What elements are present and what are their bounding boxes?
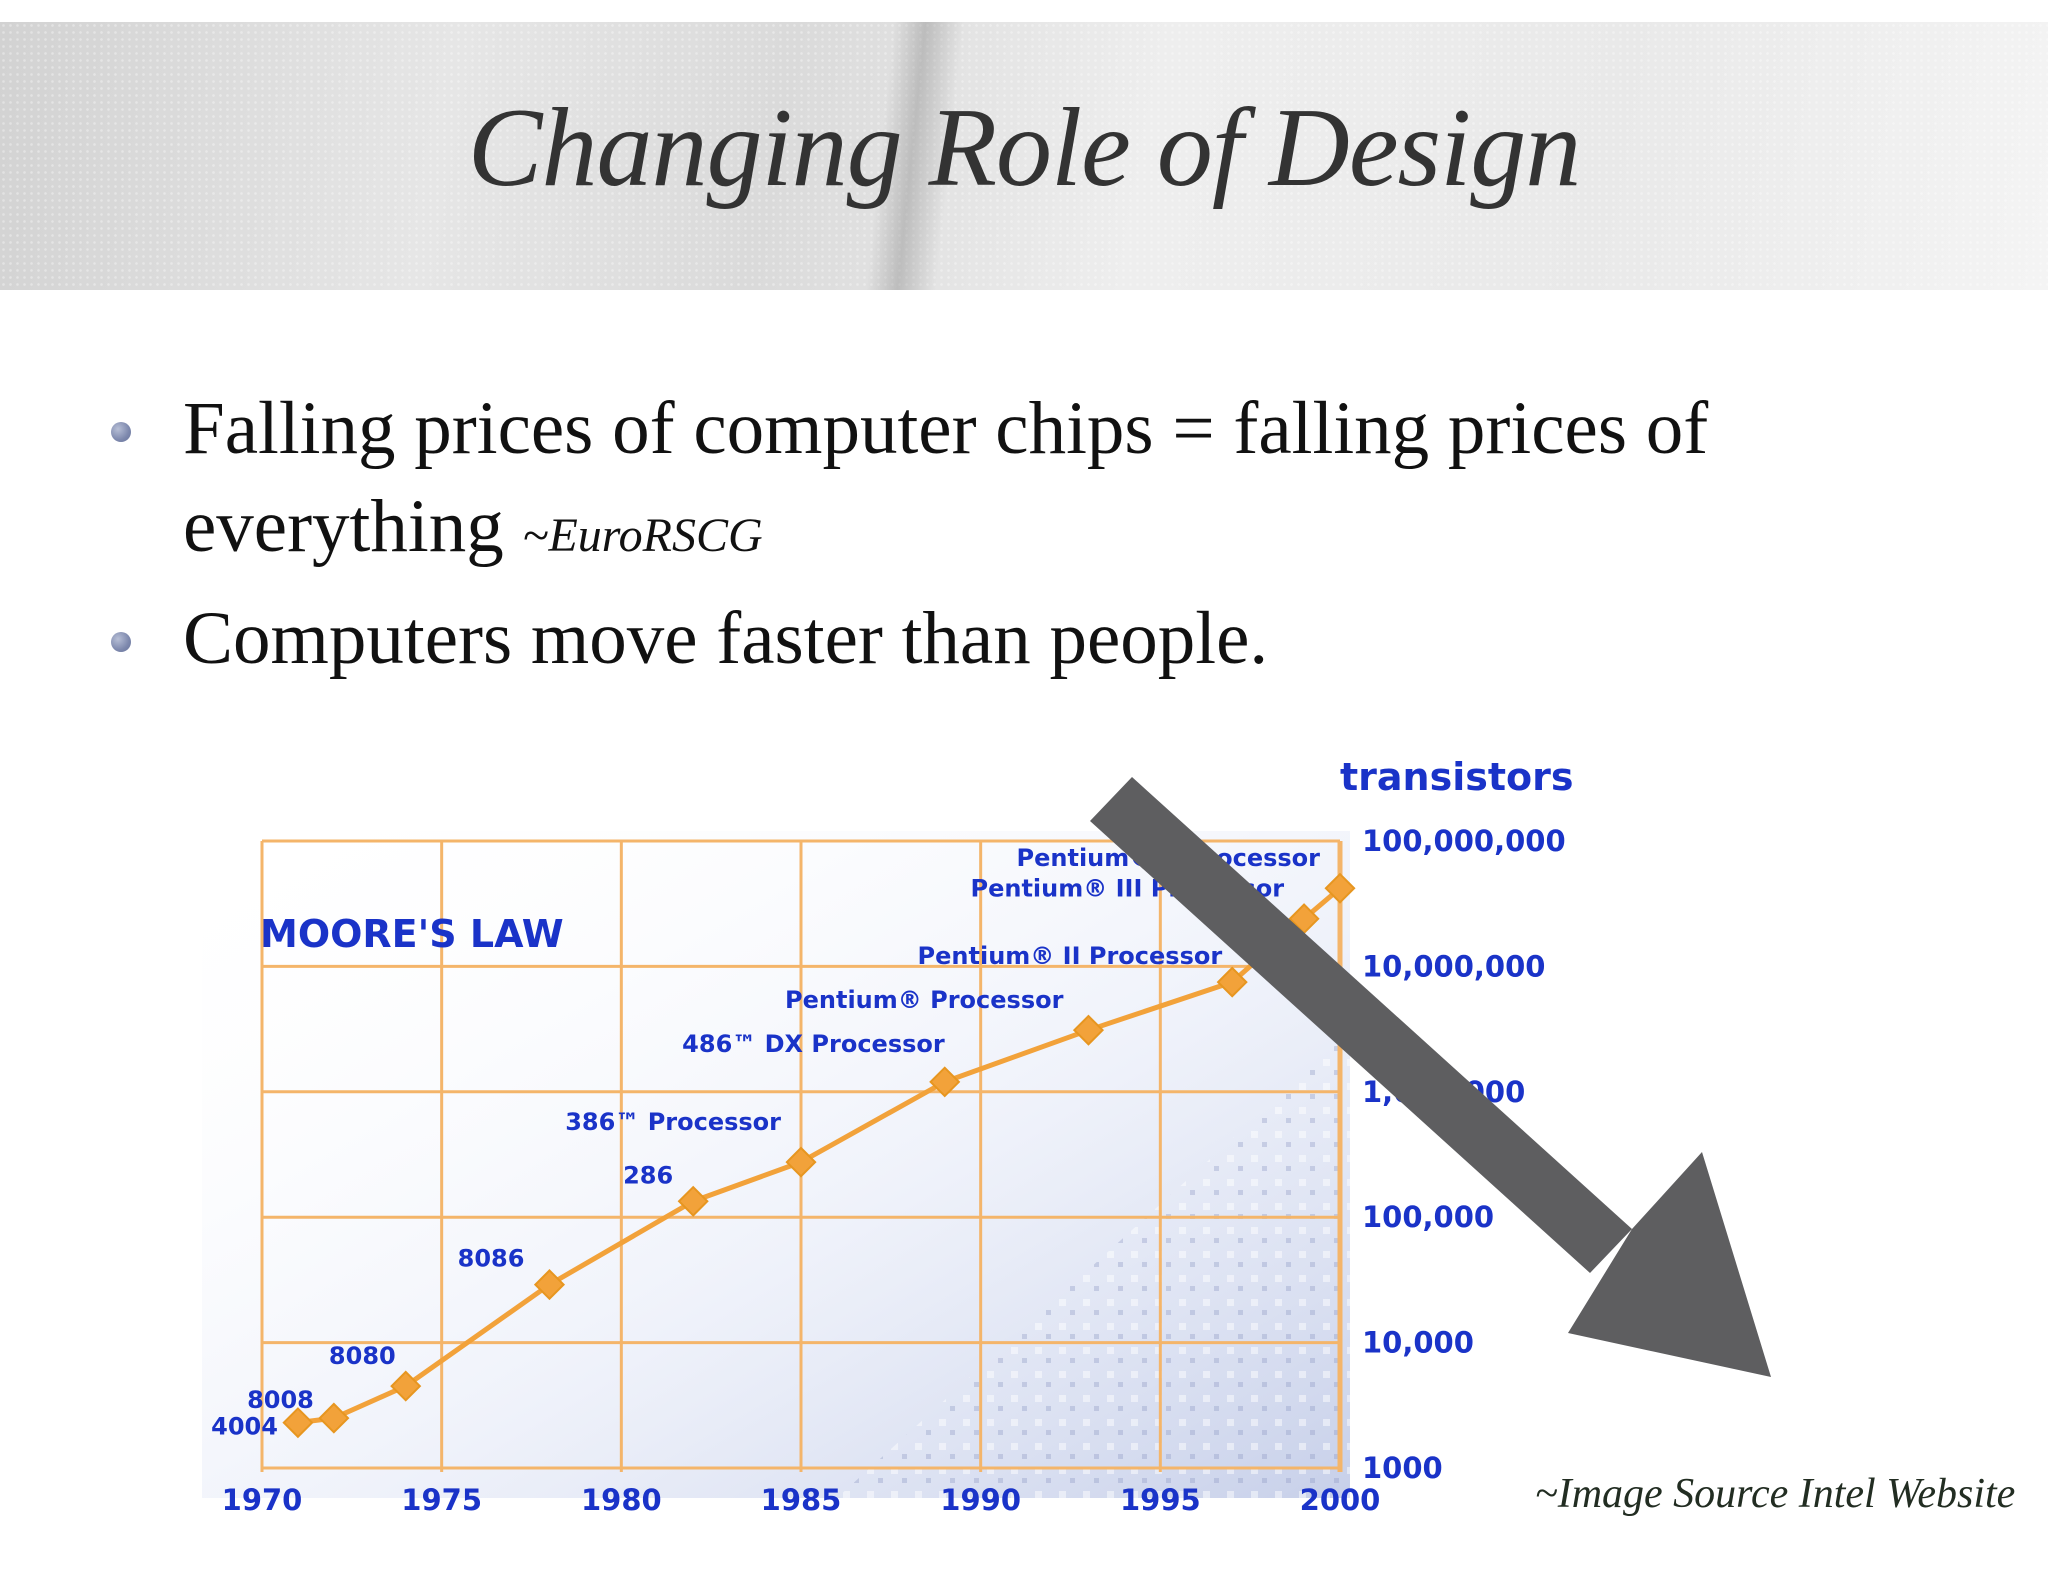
data-point-marker: [1324, 872, 1356, 904]
data-point-marker: [785, 1146, 817, 1178]
bullet-1-text: Falling prices of computer chips = falli…: [183, 387, 1709, 568]
data-point-marker: [1216, 966, 1248, 998]
data-point-label: 8086: [458, 1245, 525, 1273]
x-tick-label: 1975: [401, 1483, 482, 1517]
y-tick-label: 100,000,000: [1362, 824, 1566, 858]
x-tick-label: 1970: [222, 1483, 303, 1517]
bullet-dot-icon: [111, 422, 131, 442]
data-point-marker: [677, 1185, 709, 1217]
data-point-marker: [1288, 903, 1320, 935]
x-tick-label: 2000: [1300, 1483, 1381, 1517]
bullet-text-2: Computers move faster than people.: [183, 590, 1833, 688]
image-source-caption: ~Image Source Intel Website: [1535, 1471, 2016, 1517]
bullet-2-text: Computers move faster than people.: [183, 597, 1269, 680]
y-tick-label: 100,000: [1362, 1200, 1494, 1234]
data-point-label: 8080: [329, 1342, 396, 1370]
chart-title: MOORE'S LAW: [260, 912, 564, 956]
down-arrow-shape: [1090, 777, 1771, 1377]
x-tick-label: 1980: [581, 1483, 662, 1517]
data-point-label: 286: [623, 1161, 673, 1189]
y-axis-title: transistors: [1340, 755, 1574, 799]
data-point-label: 8008: [247, 1386, 314, 1414]
slide-title: Changing Role of Design: [467, 86, 1581, 210]
data-point-marker: [282, 1407, 314, 1439]
down-arrow-icon: [1090, 777, 1771, 1377]
chart-circuit-background: [202, 831, 1350, 1498]
data-point-marker: [533, 1269, 566, 1301]
bullet-dot-icon: [111, 632, 131, 652]
data-point-label: 486™ DX Processor: [682, 1030, 945, 1058]
data-point-label: 4004: [211, 1413, 278, 1441]
x-tick-label: 1995: [1120, 1483, 1201, 1517]
circuit-board-pattern: [836, 1031, 1350, 1498]
data-point-marker: [929, 1066, 961, 1098]
data-point-marker: [390, 1370, 422, 1402]
bullet-text-1: Falling prices of computer chips = falli…: [183, 380, 1833, 585]
y-tick-label: 10,000: [1362, 1326, 1474, 1360]
data-point-label: 386™ Processor: [565, 1108, 781, 1136]
x-tick-label: 1985: [761, 1483, 842, 1517]
y-tick-label: 1000: [1362, 1451, 1443, 1485]
data-point-label: Pentium® Processor: [785, 986, 1064, 1014]
title-banner: [0, 22, 2048, 290]
data-point-marker: [1072, 1014, 1105, 1046]
x-tick-label: 1990: [940, 1483, 1021, 1517]
data-point-label: Pentium® II Processor: [918, 942, 1223, 970]
y-tick-label: 10,000,000: [1362, 949, 1545, 983]
bullet-1-citation: ~EuroRSCG: [522, 509, 763, 562]
data-point-marker: [318, 1402, 350, 1434]
